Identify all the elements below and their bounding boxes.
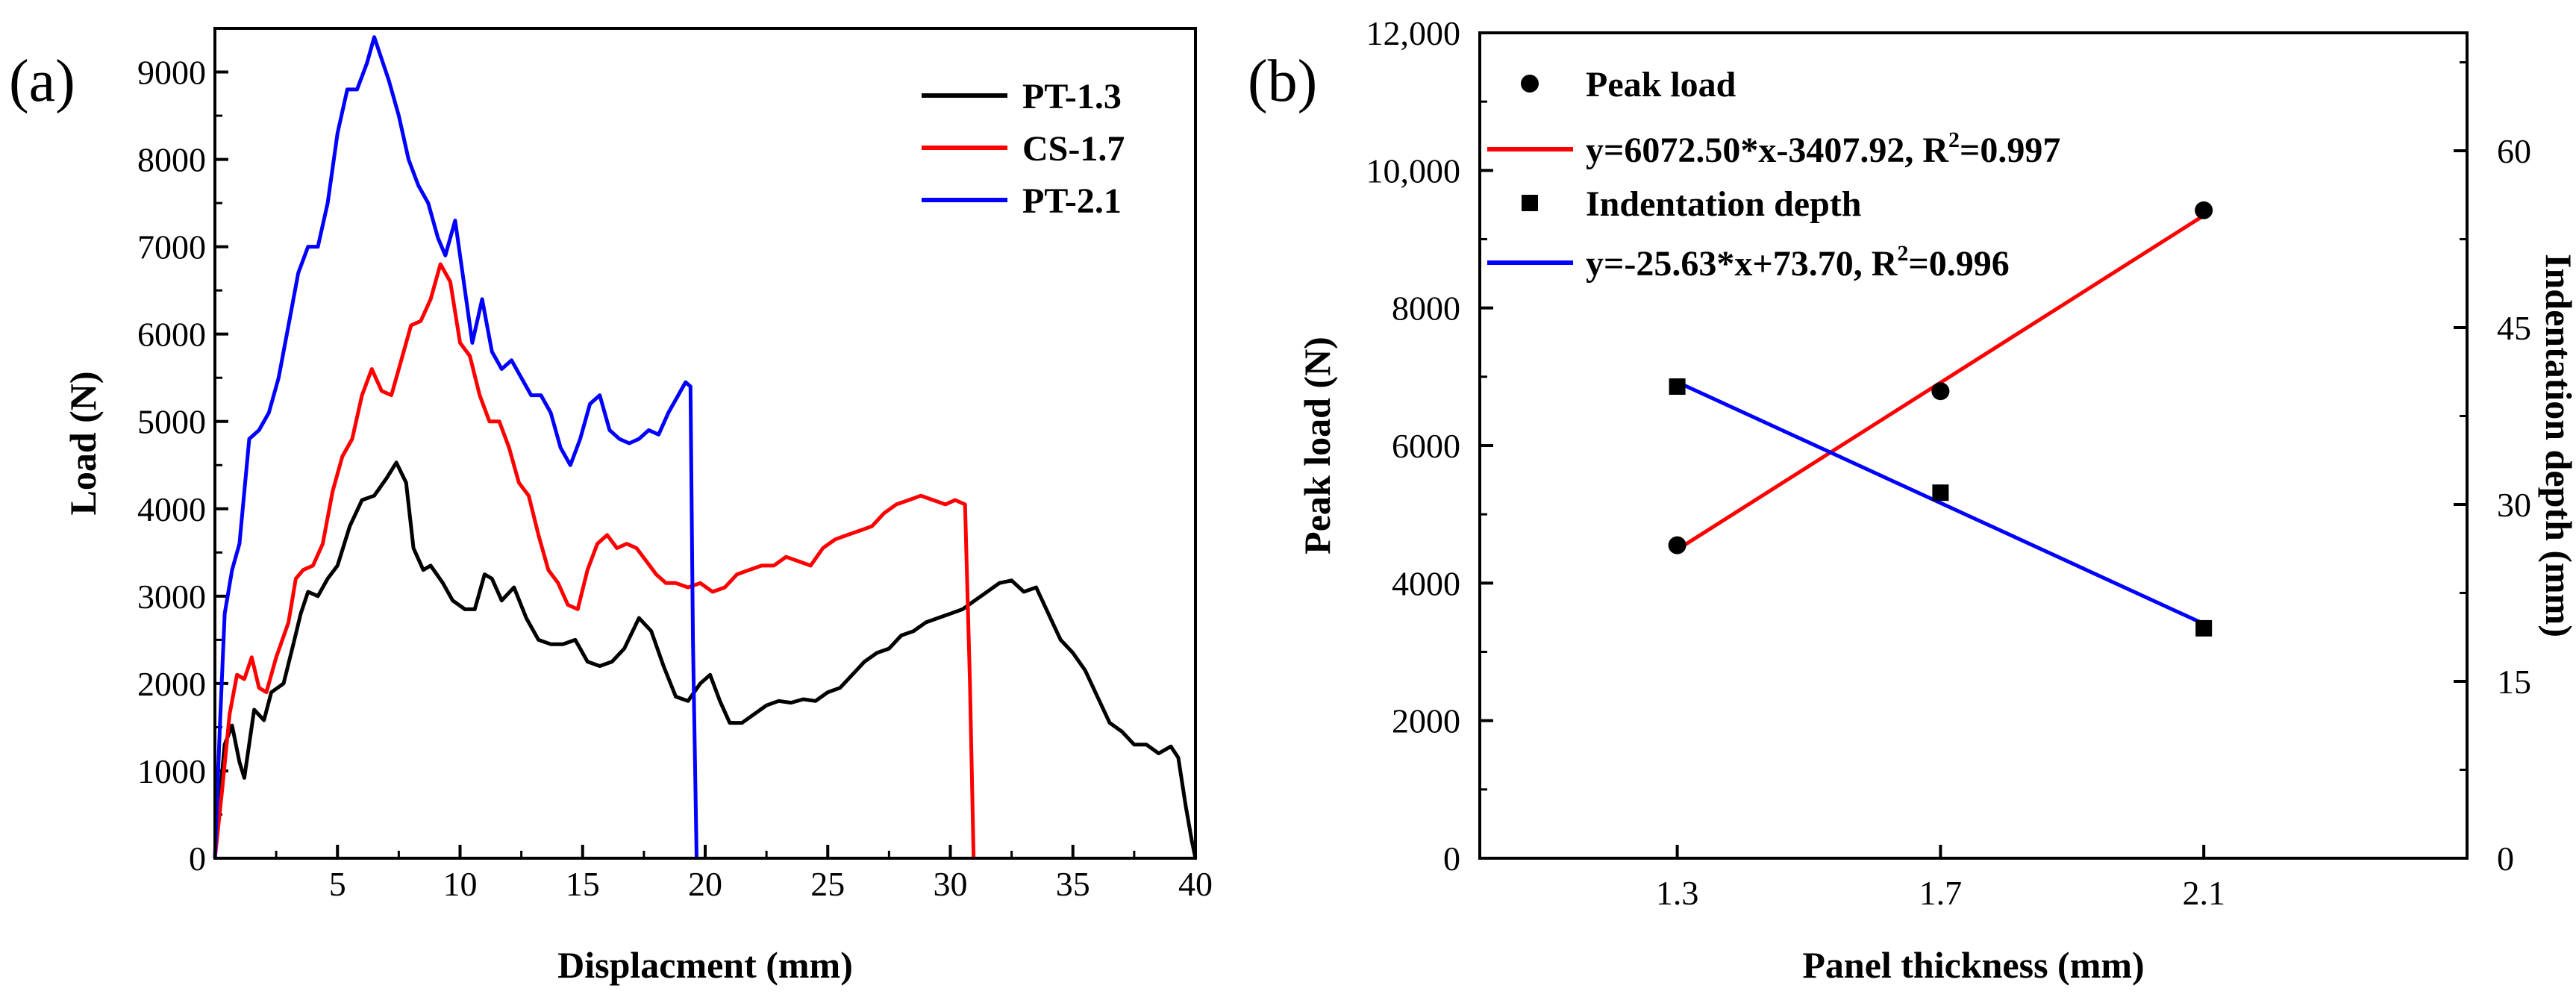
y-tick-label: 4000 — [137, 490, 206, 528]
panel-b-axes: 1.3 1.7 2.1 0 2000 4000 6000 8000 10,000 12,000 0 1… — [1366, 14, 2532, 912]
x-tick-label: 25 — [810, 865, 845, 903]
y-tick-label: 10,000 — [1366, 151, 1461, 190]
x-tick-label: 1.7 — [1919, 874, 1963, 912]
y-tick-label: 6000 — [137, 316, 206, 354]
y2-tick-label: 45 — [2497, 309, 2531, 347]
y2-tick-label: 15 — [2497, 663, 2531, 701]
x-tick-label: 1.3 — [1656, 874, 1699, 912]
legend-fit-r2-value: =0.996 — [1908, 244, 2009, 284]
legend-fit-r2-value: =0.997 — [1960, 131, 2060, 170]
panel-b-label: (b) — [1248, 49, 1317, 114]
series-line-pt-2.1 — [213, 35, 698, 859]
legend-label-0: Peak load — [1586, 65, 1736, 104]
legend-fit-equation-text: y=6072.50*x-3407.92, R — [1586, 131, 1949, 170]
y-tick-label: 12,000 — [1366, 14, 1461, 52]
x-tick-label: 5 — [329, 865, 346, 903]
legend-fit-superscript: 2 — [1948, 128, 1960, 152]
panel-a-label: (a) — [9, 49, 75, 114]
panel-b-thickness-chart: (b) 1.3 1.7 2.1 0 2000 4000 6000 8000 10,000 12,0… — [1248, 14, 2576, 986]
y-tick-label: 1000 — [137, 752, 206, 790]
peak-load-point — [1931, 382, 1950, 401]
y2-tick-label: 60 — [2497, 132, 2531, 170]
legend-fit-equation-1: y=6072.50*x-3407.92, R2=0.997 — [1586, 128, 2060, 170]
y-tick-label: 3000 — [137, 578, 206, 616]
y-tick-label: 6000 — [1392, 427, 1460, 465]
y-tick-label: 5000 — [137, 403, 206, 441]
legend-label-pt-2.1: PT-2.1 — [1022, 181, 1122, 221]
y-tick-label: 8000 — [1392, 290, 1460, 328]
panel-a-series-group — [213, 35, 1198, 859]
y-tick-label: 0 — [1443, 840, 1460, 878]
y2-tick-label: 30 — [2497, 486, 2531, 524]
x-tick-label: 2.1 — [2182, 874, 2225, 912]
panel-a-plot-frame — [213, 27, 1197, 860]
legend-label-cs-1.7: CS-1.7 — [1022, 129, 1125, 169]
y-tick-label: 0 — [189, 840, 206, 878]
x-tick-label: 35 — [1056, 865, 1090, 903]
y-tick-label: 2000 — [1392, 702, 1460, 740]
panel-a-x-axis-title: Displacment (mm) — [557, 944, 853, 986]
peak-load-point — [1668, 536, 1686, 554]
indentation-depth-point — [2195, 619, 2213, 637]
peak-load-point — [2195, 201, 2213, 219]
x-tick-label: 15 — [566, 865, 600, 903]
x-tick-label: 10 — [443, 865, 478, 903]
legend-fit-equation-3: y=-25.63*x+73.70, R2=0.996 — [1586, 241, 2010, 284]
legend-fit-superscript: 2 — [1897, 241, 1908, 266]
legend-label-2: Indentation depth — [1586, 184, 1861, 224]
y-tick-label: 7000 — [137, 228, 206, 266]
series-line-pt-1.3 — [213, 460, 1198, 859]
panel-b-x-axis-title: Panel thickness (mm) — [1802, 944, 2144, 986]
panel-b-series-group — [1668, 201, 2213, 637]
y-tick-label: 9000 — [137, 54, 206, 92]
x-tick-label: 20 — [688, 865, 722, 903]
y2-tick-label: 0 — [2497, 840, 2514, 878]
panel-a-load-displacement-chart: (a) 5 10 15 20 25 30 35 40 0 1000 2000 3000 4000 5000… — [9, 27, 1213, 986]
y-tick-label: 8000 — [137, 141, 206, 179]
legend-marker-circle — [1521, 75, 1539, 93]
panel-b-y2-axis-title: Indentation depth (mm) — [2538, 254, 2576, 637]
panel-a-axes: 5 10 15 20 25 30 35 40 0 1000 2000 3000 4000 5000 6000… — [137, 54, 1213, 903]
y-tick-label: 4000 — [1392, 564, 1460, 602]
panel-b-y-axis-title: Peak load (N) — [1296, 337, 1338, 554]
y-tick-label: 2000 — [137, 665, 206, 703]
panel-a-y-axis-title: Load (N) — [62, 371, 104, 515]
legend-label-pt-1.3: PT-1.3 — [1022, 77, 1122, 116]
legend-marker-square — [1522, 195, 1538, 211]
indentation-depth-point — [1669, 378, 1686, 395]
x-tick-label: 30 — [934, 865, 968, 903]
panel-a-legend: PT-1.3 CS-1.7 PT-2.1 — [922, 77, 1125, 221]
panel-b-plot-frame — [1478, 31, 2469, 860]
fit-line-indentation — [1676, 380, 2205, 626]
legend-fit-equation-text: y=-25.63*x+73.70, R — [1586, 244, 1898, 284]
x-tick-label: 40 — [1178, 865, 1213, 903]
series-line-cs-1.7 — [213, 262, 976, 859]
indentation-depth-point — [1932, 484, 1949, 502]
